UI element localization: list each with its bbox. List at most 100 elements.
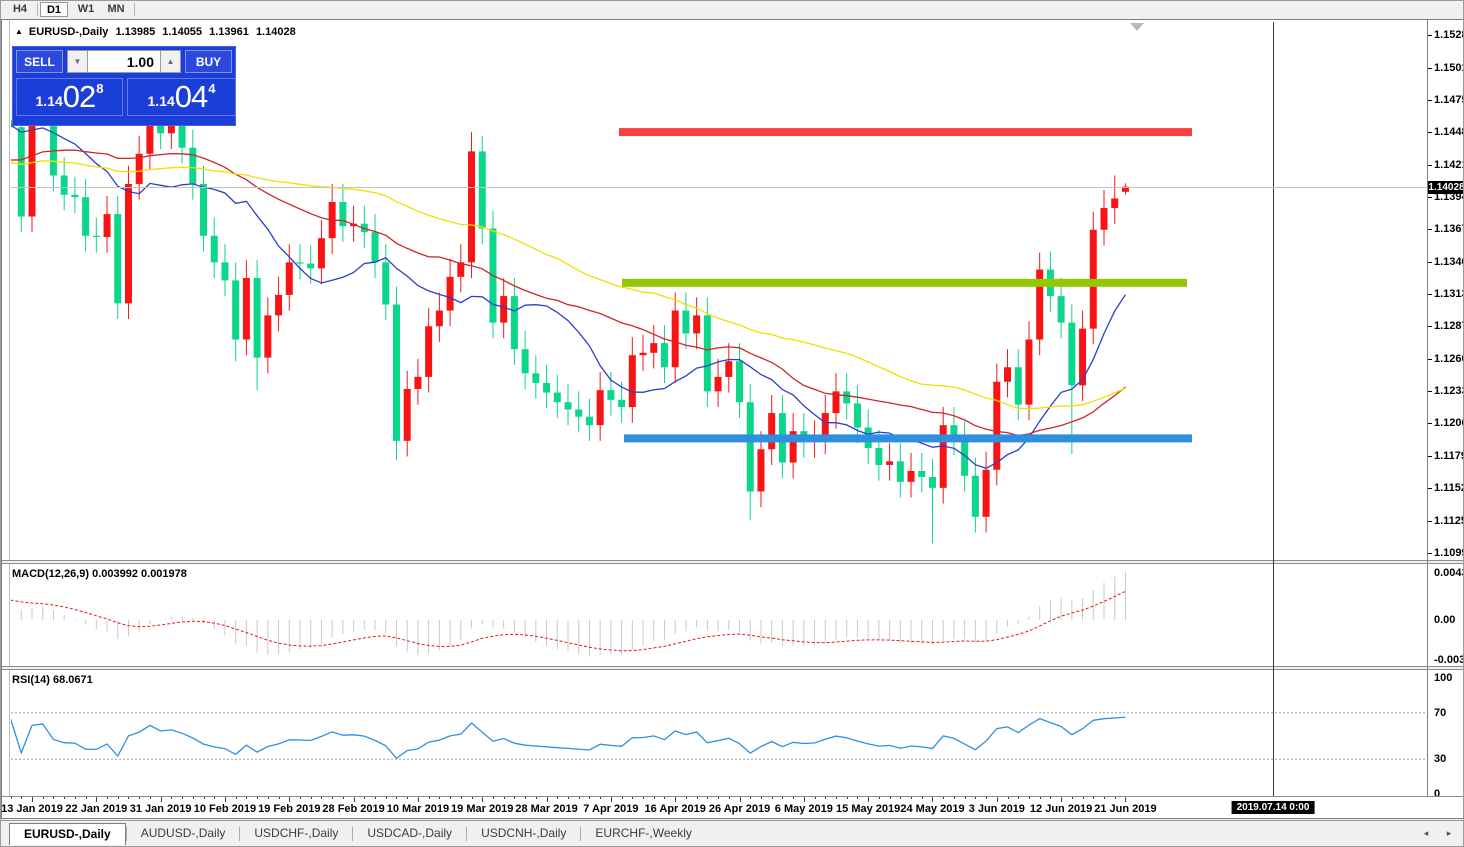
date-minor-tick [1093, 797, 1095, 799]
date-minor-tick [889, 797, 891, 799]
date-minor-tick [632, 797, 634, 799]
price-axis-label: 1.12870 [1434, 320, 1463, 333]
date-minor-tick [300, 797, 301, 799]
date-axis-label: 22 Jan 2019 [65, 803, 128, 815]
macd-indicator-pane[interactable] [11, 564, 1427, 666]
moving-average-line [11, 124, 1126, 470]
date-minor-tick [685, 797, 687, 799]
candle-body [1036, 269, 1044, 340]
candle-body [221, 262, 229, 281]
candle-body [435, 310, 443, 327]
date-axis-label: 21 Jun 2019 [1094, 803, 1157, 815]
date-axis-label: 10 Mar 2019 [386, 803, 450, 815]
candle-body [17, 127, 25, 217]
timeframe-button-w1[interactable]: W1 [77, 3, 95, 15]
buy-price-prefix: 1.14 [147, 93, 175, 109]
date-minor-tick [707, 797, 709, 799]
timeframe-button-h4[interactable]: H4 [12, 3, 28, 15]
date-minor-tick [986, 797, 988, 799]
volume-increase-button[interactable]: ▲ [160, 50, 181, 73]
pane-splitter[interactable] [2, 666, 1463, 670]
pane-splitter[interactable] [2, 560, 1463, 564]
buy-button[interactable]: BUY [185, 50, 232, 73]
date-axis-label: 24 May 2019 [900, 803, 965, 815]
candle-body [693, 315, 701, 334]
expand-triangle-icon[interactable]: ▲ [15, 27, 23, 36]
price-tick [1428, 67, 1432, 69]
tab-separator [239, 827, 241, 841]
candle-body [82, 197, 90, 236]
main-price-chart[interactable] [11, 22, 1427, 560]
date-minor-tick [760, 797, 762, 799]
chart-shift-marker-icon[interactable] [1130, 23, 1144, 31]
price-tick [1428, 229, 1432, 231]
candle-body [124, 183, 132, 304]
date-axis-label: 28 Mar 2019 [515, 803, 578, 815]
price-scale-border [1427, 20, 1428, 796]
date-minor-tick [900, 797, 902, 799]
rsi-indicator-pane[interactable] [11, 670, 1427, 795]
date-axis-label: 12 Jun 2019 [1029, 803, 1093, 815]
date-minor-tick [149, 797, 151, 799]
sell-price-display[interactable]: 1.14 02 8 [16, 78, 123, 116]
date-axis-label: 16 Apr 2019 [644, 803, 706, 815]
chart-tab-usdchf-daily[interactable]: USDCHF-,Daily [254, 826, 339, 840]
date-minor-tick [450, 797, 452, 799]
date-minor-tick [1050, 797, 1052, 799]
macd-axis-label: 0.00 [1434, 614, 1456, 626]
volume-input[interactable] [88, 50, 162, 73]
date-minor-tick [375, 797, 377, 799]
date-major-tick [289, 797, 291, 802]
candle-body [928, 476, 936, 488]
chart-tab-audusd-daily[interactable]: AUDUSD-,Daily [140, 826, 226, 840]
date-major-tick [353, 797, 355, 802]
price-tick [1428, 488, 1432, 490]
chart-tab-usdcad-daily[interactable]: USDCAD-,Daily [367, 826, 453, 840]
candle-body [242, 278, 250, 340]
date-minor-tick [407, 797, 409, 799]
candle-body [317, 238, 325, 269]
candle-body [543, 382, 551, 393]
timeframe-button-mn[interactable]: MN [107, 3, 125, 15]
price-tick [1428, 294, 1432, 296]
candle-body [1068, 322, 1076, 386]
sell-button[interactable]: SELL [16, 50, 63, 73]
price-axis-label: 1.12065 [1434, 417, 1463, 430]
tab-scroll-right-icon[interactable]: ▸ [1446, 828, 1452, 838]
timeframe-button-d1[interactable]: D1 [40, 2, 68, 17]
candle-body [596, 390, 604, 426]
candle-body [1057, 296, 1065, 323]
price-axis-label: 1.13945 [1434, 190, 1463, 203]
price-axis-label: 1.11795 [1434, 449, 1463, 462]
price-axis-label: 1.12330 [1434, 385, 1463, 398]
date-major-tick [739, 797, 741, 802]
chart-tab-eurusd-daily[interactable]: EURUSD-,Daily [9, 823, 126, 845]
candle-body [339, 202, 347, 227]
date-minor-tick [342, 797, 344, 799]
buy-price-display[interactable]: 1.14 04 4 [127, 78, 236, 116]
chart-tab-eurchf-weekly[interactable]: EURCHF-,Weekly [595, 826, 692, 840]
candle-body [532, 373, 540, 383]
chart-tab-usdcnh-daily[interactable]: USDCNH-,Daily [481, 826, 567, 840]
date-minor-tick [235, 797, 237, 799]
tab-scroll-left-icon[interactable]: ◂ [1423, 828, 1429, 838]
date-minor-tick [267, 797, 269, 799]
date-minor-tick [214, 797, 216, 799]
candle-body [1025, 339, 1033, 405]
rsi-axis-label: 70 [1434, 706, 1447, 719]
price-axis-label: 1.11255 [1434, 515, 1463, 528]
date-minor-tick [557, 797, 559, 799]
date-minor-tick [1039, 797, 1041, 799]
volume-decrease-button[interactable]: ▼ [67, 50, 88, 73]
resistance-zone [619, 128, 1192, 137]
date-minor-tick [85, 797, 87, 799]
tab-separator [352, 827, 354, 841]
date-minor-tick [793, 797, 795, 799]
date-minor-tick [1114, 797, 1116, 799]
date-major-tick [1061, 797, 1063, 802]
candle-body [971, 475, 979, 517]
date-minor-tick [643, 797, 645, 799]
date-major-tick [868, 797, 870, 802]
date-minor-tick [857, 797, 859, 799]
rsi-axis-label: 100 [1434, 672, 1453, 684]
